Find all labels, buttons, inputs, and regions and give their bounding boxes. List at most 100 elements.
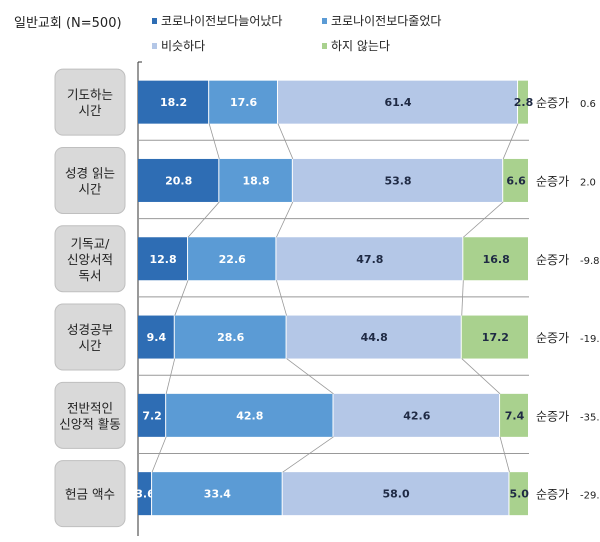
legend-swatch: [152, 43, 157, 49]
data-label: 61.4: [384, 96, 411, 109]
bar-segment: [276, 237, 463, 281]
bar-segment: [166, 393, 333, 437]
data-label: 18.8: [243, 174, 270, 187]
bar-segment: [503, 158, 528, 202]
data-label: 33.4: [204, 488, 231, 501]
category-label: 신앙서적: [67, 252, 113, 267]
data-label: 47.8: [356, 253, 383, 266]
net-label: 순증가: [536, 174, 569, 188]
legend-label: 코로나이전보다줄었다: [331, 14, 441, 28]
net-label: 순증가: [536, 488, 569, 502]
data-label: 6.6: [506, 174, 526, 187]
bar-segment: [138, 158, 219, 202]
category-label: 신앙적 활동: [59, 416, 120, 431]
category-label: 헌금 액수: [65, 487, 115, 502]
connector-line: [151, 436, 167, 473]
data-label: 7.4: [505, 409, 525, 422]
bar-segment: [138, 315, 174, 359]
bar-segment: [500, 393, 528, 437]
data-label: 28.6: [217, 331, 244, 344]
bar-segment: [138, 80, 209, 124]
connector-line: [499, 436, 510, 473]
legend-swatch: [152, 18, 157, 24]
legend-swatch: [322, 43, 327, 49]
category-box: [54, 225, 126, 293]
category-box: [54, 303, 126, 371]
bar-segment: [333, 393, 500, 437]
connector-line: [282, 436, 334, 473]
data-label: 12.8: [149, 253, 176, 266]
category-label: 전반적인: [67, 400, 113, 415]
connector-line: [461, 280, 464, 316]
category-box: [54, 381, 126, 449]
category-label: 시간: [78, 103, 102, 118]
net-value: -35.6: [580, 412, 600, 423]
bar-segment: [282, 472, 509, 516]
category-label: 성경공부: [67, 322, 113, 337]
data-label: 53.8: [384, 174, 411, 187]
connector-line: [286, 358, 334, 395]
bar-segment: [138, 472, 152, 516]
bar-segment: [286, 315, 461, 359]
bar-segment: [152, 472, 282, 516]
net-label: 순증가: [536, 331, 569, 345]
bar-segment: [518, 80, 528, 124]
category-label: 독서: [78, 268, 101, 283]
connector-line: [502, 123, 519, 160]
bar-segment: [138, 393, 166, 437]
data-label: 5.0: [509, 488, 529, 501]
connector-line: [208, 123, 220, 160]
connector-line: [461, 358, 501, 395]
legend-label: 하지 않는다: [331, 39, 390, 53]
data-label: 3.6: [135, 488, 155, 501]
bar-segment: [209, 80, 277, 124]
bar-segment: [138, 237, 188, 281]
connector-line: [165, 358, 176, 394]
legend-label: 코로나이전보다늘어났다: [161, 14, 282, 28]
net-value: -9.8: [580, 256, 600, 267]
net-value: 0.6: [580, 99, 596, 110]
bar-segment: [292, 158, 503, 202]
net-label: 순증가: [536, 409, 569, 423]
bar-segment: [188, 237, 276, 281]
data-label: 17.2: [482, 331, 509, 344]
net-value: 2.0: [580, 177, 596, 188]
connector-line: [174, 280, 189, 316]
data-label: 20.8: [165, 174, 192, 187]
bar-segment: [277, 80, 518, 124]
data-label: 18.2: [160, 96, 187, 109]
connector-line: [276, 201, 294, 238]
legend-swatch: [322, 18, 327, 24]
data-label: 44.8: [361, 331, 388, 344]
data-label: 9.4: [147, 331, 167, 344]
data-label: 7.2: [142, 409, 162, 422]
bar-segment: [174, 315, 286, 359]
chart-title: 일반교회 (N=500): [14, 16, 122, 31]
net-value: -19.2: [580, 334, 600, 345]
category-box: [54, 460, 126, 528]
connector-line: [187, 201, 220, 238]
data-label: 16.8: [483, 253, 510, 266]
category-box: [54, 68, 126, 136]
connector-line: [463, 201, 504, 238]
connector-line: [276, 280, 287, 316]
category-label: 성경 읽는: [65, 165, 115, 180]
bar-segment: [463, 237, 528, 281]
data-label: 17.6: [230, 96, 257, 109]
category-label: 기도하는: [67, 87, 113, 102]
net-label: 순증가: [536, 96, 569, 110]
bar-segment: [219, 158, 292, 202]
category-box: [54, 146, 126, 214]
connector-line: [277, 123, 294, 160]
category-label: 시간: [78, 181, 102, 196]
bar-segment: [509, 472, 528, 516]
bar-segment: [461, 315, 528, 359]
net-label: 순증가: [536, 253, 569, 267]
data-label: 58.0: [382, 488, 409, 501]
category-label: 시간: [78, 338, 102, 353]
category-label: 기독교/: [71, 236, 111, 251]
data-label: 42.6: [403, 409, 430, 422]
data-label: 2.8: [514, 96, 534, 109]
data-label: 42.8: [236, 409, 263, 422]
